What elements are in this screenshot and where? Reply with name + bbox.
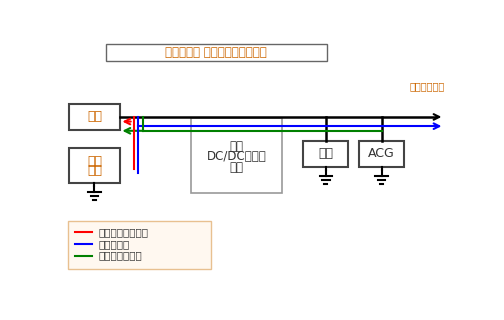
Text: 模组: 模组: [87, 164, 102, 177]
Bar: [359, 141, 404, 167]
Text: 电装设备负载: 电装设备负载: [409, 81, 445, 91]
Text: ACG: ACG: [368, 148, 395, 160]
Text: 电池: 电池: [318, 148, 333, 160]
Bar: [303, 141, 348, 167]
Bar: [69, 148, 119, 183]
Text: 怠速熄火时: 怠速熄火时: [99, 239, 130, 249]
Bar: [68, 221, 211, 268]
Text: 电容: 电容: [87, 155, 102, 168]
Text: 减速能量回收时: 减速能量回收时: [99, 251, 143, 260]
Text: 组件: 组件: [230, 161, 243, 174]
Bar: [69, 104, 119, 130]
Text: DC/DC转换器: DC/DC转换器: [207, 150, 267, 164]
Text: 电容器电源 怠速熄火系统的框图: 电容器电源 怠速熄火系统的框图: [165, 46, 267, 59]
Text: 定子: 定子: [87, 110, 102, 124]
Bar: [191, 118, 282, 193]
Bar: [106, 44, 327, 61]
Text: 发动机再次启动时: 发动机再次启动时: [99, 228, 149, 237]
Text: 双向: 双向: [230, 140, 243, 153]
